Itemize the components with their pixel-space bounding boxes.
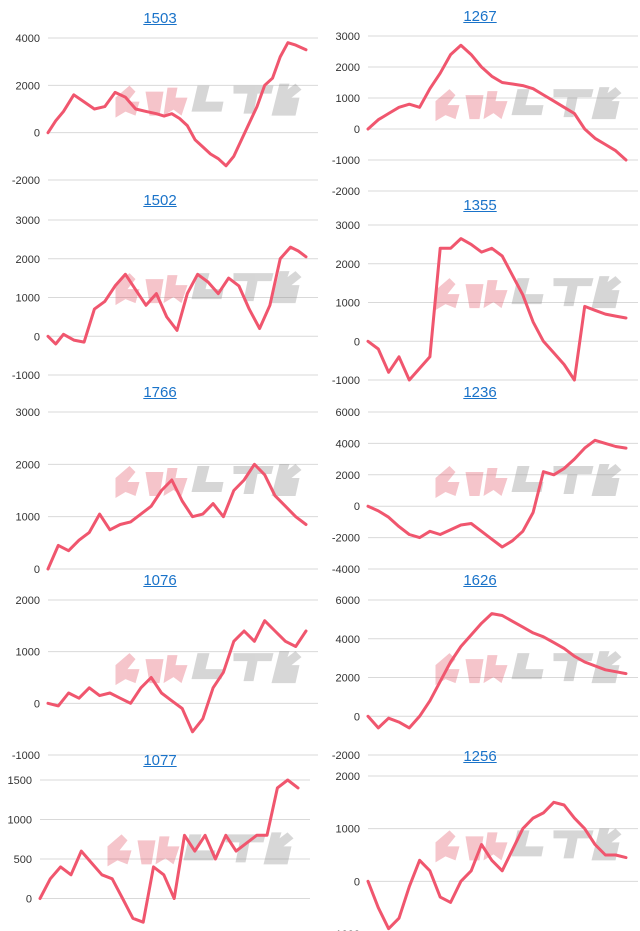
- series-line: [366, 43, 628, 162]
- chart-title-link[interactable]: 1267: [463, 8, 497, 25]
- y-tick-label: 1000: [336, 298, 360, 310]
- series-line: [366, 800, 628, 931]
- watermark-logo-icon: [435, 828, 622, 863]
- series-line: [366, 612, 628, 730]
- y-tick-label: 1000: [16, 647, 40, 659]
- line-chart: 6000 4000 2000 0 -2000: [332, 595, 638, 762]
- watermark-logo-icon: [115, 271, 302, 306]
- y-tick-label: 0: [34, 331, 40, 343]
- y-tick-label: 2000: [16, 595, 40, 607]
- y-tick-label: 2000: [16, 459, 40, 471]
- y-tick-label: 4000: [336, 438, 360, 450]
- y-tick-label: -1000: [332, 375, 360, 387]
- y-tick-label: -1000: [332, 155, 360, 167]
- y-tick-label: -1000: [332, 929, 360, 931]
- y-tick-label: 1000: [336, 824, 360, 836]
- chart-title-link[interactable]: 1766: [143, 384, 177, 401]
- chart-panel-1267: 1267 3000 2000 1000 0 -1000 -2000: [320, 8, 640, 198]
- line-chart: 2000 1000 0 -1000: [12, 595, 318, 762]
- watermark-logo-icon: [435, 276, 622, 311]
- y-tick-label: 6000: [336, 407, 360, 419]
- y-tick-label: 0: [34, 564, 40, 576]
- y-tick-label: 0: [354, 336, 360, 348]
- y-tick-label: 2000: [336, 771, 360, 783]
- watermark-logo-icon: [435, 87, 622, 122]
- y-tick-label: 2000: [336, 673, 360, 685]
- y-tick-label: -4000: [332, 564, 360, 576]
- line-chart: 6000 4000 2000 0 -2000 -4000: [332, 407, 638, 576]
- y-tick-label: 1000: [16, 293, 40, 305]
- chart-panel-1236: 1236 6000 4000 2000 0 -2000 -4000: [320, 384, 640, 576]
- watermark-logo-icon: [435, 463, 622, 498]
- y-tick-label: 1000: [336, 93, 360, 105]
- watermark-logo-icon: [435, 651, 622, 686]
- y-tick-label: 500: [14, 854, 32, 866]
- series-line: [38, 778, 300, 924]
- chart-panel-1503: 1503 4000 2000 0 -2000: [0, 10, 320, 187]
- series-line: [366, 237, 628, 382]
- series-line: [46, 462, 308, 571]
- y-tick-label: 3000: [16, 215, 40, 227]
- watermark-logo-icon: [115, 651, 302, 686]
- watermark-logo-icon: [115, 83, 302, 118]
- y-tick-label: -1000: [12, 750, 40, 762]
- y-tick-label: 4000: [336, 634, 360, 646]
- y-tick-label: 3000: [16, 407, 40, 419]
- y-tick-label: 0: [354, 876, 360, 888]
- y-tick-label: 0: [26, 894, 32, 906]
- y-tick-label: 0: [34, 128, 40, 140]
- line-chart: 4000 2000 0 -2000: [12, 33, 318, 187]
- line-chart: 3000 2000 1000 0 -1000: [12, 215, 318, 382]
- series-line: [46, 245, 308, 346]
- y-tick-label: 1000: [8, 815, 32, 827]
- chart-panel-1502: 1502 3000 2000 1000 0 -1000: [0, 192, 320, 382]
- chart-panel-1626: 1626 6000 4000 2000 0 -2000: [320, 572, 640, 762]
- watermark-logo-icon: [115, 463, 302, 498]
- y-tick-label: -2000: [12, 175, 40, 187]
- y-tick-label: 6000: [336, 595, 360, 607]
- y-tick-label: 2000: [16, 80, 40, 92]
- chart-title-link[interactable]: 1502: [143, 192, 177, 209]
- y-tick-label: -2000: [332, 533, 360, 545]
- series-line: [46, 619, 308, 734]
- y-tick-label: -2000: [332, 750, 360, 762]
- y-tick-label: 3000: [336, 31, 360, 43]
- chart-panel-1256: 1256 2000 1000 0 -1000: [320, 748, 640, 931]
- chart-panel-1355: 1355 3000 2000 1000 0 -1000: [320, 197, 640, 387]
- y-tick-label: 3000: [336, 220, 360, 232]
- chart-title-link[interactable]: 1503: [143, 10, 177, 27]
- y-tick-label: 0: [354, 501, 360, 513]
- chart-title-link[interactable]: 1076: [143, 572, 177, 589]
- series-line: [366, 438, 628, 549]
- y-tick-label: -2000: [332, 186, 360, 198]
- chart-panel-1076: 1076 2000 1000 0 -1000: [0, 572, 320, 762]
- y-tick-label: 2000: [336, 259, 360, 271]
- y-tick-label: 1000: [16, 512, 40, 524]
- line-chart: 2000 1000 0 -1000: [332, 771, 638, 931]
- chart-title-link[interactable]: 1077: [143, 752, 177, 769]
- y-tick-label: 1500: [8, 775, 32, 787]
- chart-panel-1766: 1766 3000 2000 1000 0: [0, 384, 320, 576]
- y-tick-label: -1000: [12, 370, 40, 382]
- series-line: [46, 41, 308, 168]
- chart-title-link[interactable]: 1236: [463, 384, 497, 401]
- y-tick-label: 0: [34, 698, 40, 710]
- y-tick-label: 2000: [336, 470, 360, 482]
- y-tick-label: 2000: [16, 254, 40, 266]
- y-tick-label: 2000: [336, 62, 360, 74]
- y-tick-label: 0: [354, 711, 360, 723]
- watermark-logo-icon: [107, 832, 294, 867]
- line-chart: 3000 2000 1000 0: [16, 407, 318, 576]
- chart-title-link[interactable]: 1256: [463, 748, 497, 765]
- y-tick-label: 4000: [16, 33, 40, 45]
- chart-title-link[interactable]: 1626: [463, 572, 497, 589]
- line-chart: 3000 2000 1000 0 -1000: [332, 220, 638, 387]
- chart-title-link[interactable]: 1355: [463, 197, 497, 214]
- y-tick-label: 0: [354, 124, 360, 136]
- line-chart: 3000 2000 1000 0 -1000 -2000: [332, 31, 638, 198]
